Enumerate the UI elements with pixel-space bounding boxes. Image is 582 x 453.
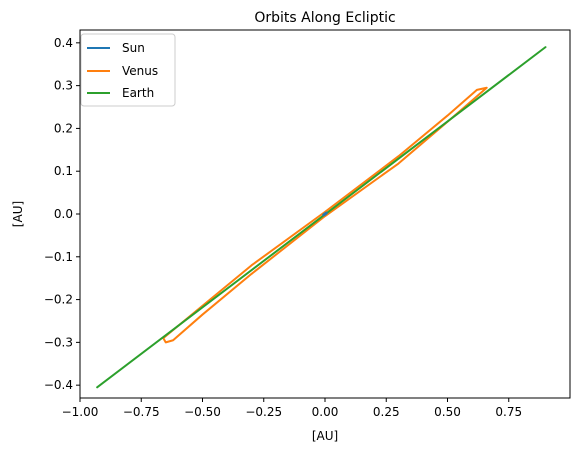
y-tick-label: −0.1 <box>44 250 73 264</box>
x-axis-label: [AU] <box>312 429 338 443</box>
x-tick-label: −0.75 <box>123 405 160 419</box>
y-tick-label: −0.3 <box>44 335 73 349</box>
legend: Sun Venus Earth <box>80 33 176 107</box>
x-tick-label: 0.00 <box>312 405 339 419</box>
x-tick-label: 0.75 <box>495 405 522 419</box>
legend-label-venus: Venus <box>122 64 158 78</box>
legend-frame <box>80 33 176 107</box>
y-tick-label: −0.2 <box>44 293 73 307</box>
y-tick-label: 0.0 <box>54 207 73 221</box>
legend-label-sun: Sun <box>122 41 145 55</box>
y-axis: −0.4 −0.3 −0.2 −0.1 0.0 0.1 0.2 0.3 0.4 <box>44 36 80 392</box>
y-tick-label: 0.3 <box>54 79 73 93</box>
y-tick-label: 0.4 <box>54 36 73 50</box>
y-tick-label: −0.4 <box>44 378 73 392</box>
y-axis-label: [AU] <box>11 201 25 227</box>
y-tick-label: 0.1 <box>54 164 73 178</box>
chart-title: Orbits Along Ecliptic <box>254 10 395 26</box>
x-axis: −1.00 −0.75 −0.50 −0.25 0.00 0.25 0.50 0.75 <box>62 398 522 419</box>
series-line-venus <box>162 86 488 344</box>
x-tick-label: −0.25 <box>245 405 282 419</box>
legend-label-earth: Earth <box>122 86 154 100</box>
x-tick-label: −0.50 <box>184 405 221 419</box>
x-tick-label: 0.25 <box>373 405 400 419</box>
x-tick-label: −1.00 <box>62 405 99 419</box>
series-line-sun <box>322 211 328 217</box>
x-tick-label: 0.50 <box>434 405 461 419</box>
series-line-earth <box>96 46 547 389</box>
y-tick-label: 0.2 <box>54 121 73 135</box>
series-layer <box>96 46 547 389</box>
